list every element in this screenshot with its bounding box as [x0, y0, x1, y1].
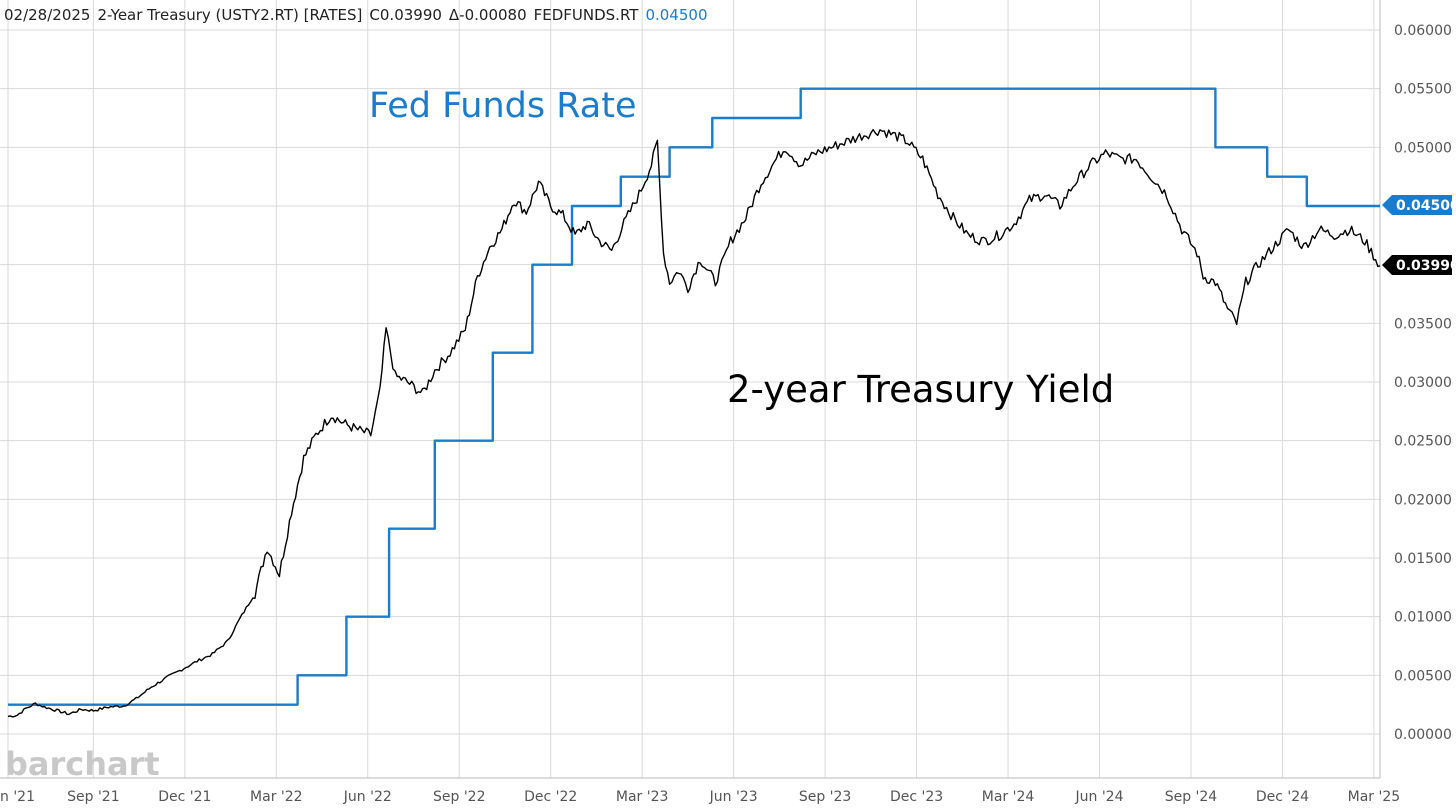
- x-tick-label: Mar '24: [982, 789, 1035, 805]
- treasury-last-badge: 0.03990: [1382, 255, 1456, 275]
- treasury-line: [7, 128, 1381, 718]
- y-tick-label: 0.01500: [1394, 551, 1452, 567]
- x-tick-label: Sep '24: [1165, 789, 1218, 805]
- chart-header: 02/28/2025 2-Year Treasury (USTY2.RT) [RA…: [4, 6, 707, 24]
- x-tick-label: Sep '23: [799, 789, 852, 805]
- fed-funds-last-badge: 0.04500: [1382, 195, 1456, 215]
- x-tick-label: Jun '23: [709, 789, 758, 805]
- x-tick-label: Mar '22: [250, 789, 303, 805]
- grid-layer: [0, 0, 1380, 778]
- x-tick-label: Mar '23: [616, 789, 669, 805]
- fed-funds-badge-shape: [1382, 195, 1452, 215]
- header-change: Δ-0.00080: [449, 6, 527, 24]
- fed-funds-line: [8, 87, 1380, 706]
- x-tick-label: Dec '21: [158, 789, 211, 805]
- y-tick-label: 0.02000: [1394, 492, 1452, 508]
- fed-funds-annotation: Fed Funds Rate: [369, 86, 637, 126]
- x-tick-label: Dec '24: [1256, 789, 1309, 805]
- x-tick-label: n '21: [0, 789, 35, 805]
- y-tick-labels: 0.060000.055000.050000.045000.040000.035…: [1394, 23, 1452, 743]
- axis-frame: [0, 0, 1381, 779]
- fed-funds-badge-value: 0.04500: [1396, 198, 1456, 214]
- x-tick-label: Dec '22: [524, 789, 577, 805]
- x-tick-label: Dec '23: [890, 789, 943, 805]
- y-tick-label: 0.00000: [1394, 727, 1452, 743]
- barchart-watermark: barchart: [5, 745, 160, 783]
- x-tick-label: Jun '22: [343, 789, 392, 805]
- x-tick-label: Sep '22: [433, 789, 486, 805]
- y-tick-label: 0.03500: [1394, 316, 1452, 332]
- y-tick-label: 0.03000: [1394, 375, 1452, 391]
- x-tick-labels: n '21 Sep '21 Dec '21 Mar '22 Jun '22 Sep '22…: [0, 789, 1400, 805]
- treasury-badge-value: 0.03990: [1396, 258, 1456, 274]
- series-layer: [7, 87, 1381, 718]
- y-tick-label: 0.00500: [1394, 668, 1452, 684]
- x-tick-label: Mar '25: [1348, 789, 1401, 805]
- y-tick-label: 0.02500: [1394, 434, 1452, 450]
- header-second-symbol: FEDFUNDS.RT: [534, 6, 640, 24]
- y-tick-label: 0.01000: [1394, 610, 1452, 626]
- treasury-annotation: 2-year Treasury Yield: [727, 368, 1114, 411]
- treasury-badge-shape: [1382, 255, 1452, 275]
- y-tick-label: 0.06000: [1394, 23, 1452, 39]
- header-instrument: 2-Year Treasury (USTY2.RT) [RATES]: [97, 6, 362, 24]
- header-close: C0.03990: [369, 6, 442, 24]
- x-tick-label: Sep '21: [67, 789, 120, 805]
- y-tick-label: 0.05500: [1394, 82, 1452, 98]
- y-tick-label: 0.05000: [1394, 140, 1452, 156]
- x-tick-label: Jun '24: [1075, 789, 1124, 805]
- header-second-value: 0.04500: [645, 6, 707, 24]
- header-date: 02/28/2025: [4, 6, 90, 24]
